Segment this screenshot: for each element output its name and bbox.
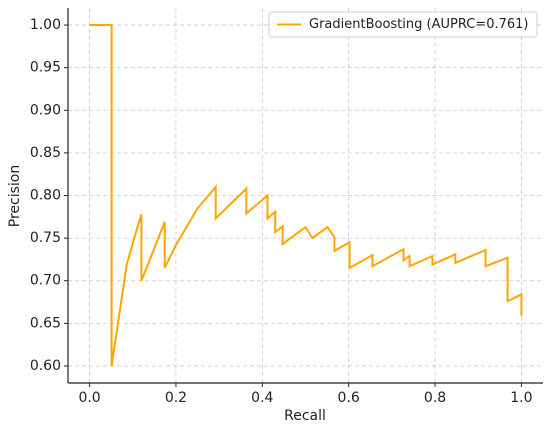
y-tick-label: 0.85 (30, 145, 61, 161)
x-tick-label: 0.6 (338, 390, 360, 406)
y-tick-label: 0.75 (30, 230, 61, 246)
x-tick-label: 0.4 (251, 390, 273, 406)
x-tick-label: 0.0 (78, 390, 100, 406)
y-tick-label: 0.65 (30, 315, 61, 331)
y-tick-label: 0.80 (30, 188, 61, 204)
y-tick-label: 0.70 (30, 273, 61, 289)
x-axis-label: Recall (284, 408, 326, 424)
legend-label: GradientBoosting (AUPRC=0.761) (309, 17, 528, 32)
y-tick-label: 1.00 (30, 17, 61, 33)
x-tick-label: 1.0 (510, 390, 532, 406)
y-tick-label: 0.90 (30, 102, 61, 118)
y-axis-label: Precision (7, 165, 23, 227)
y-tick-label: 0.60 (30, 358, 61, 374)
legend-box (268, 11, 538, 38)
series-line (89, 24, 523, 367)
x-tick-label: 0.2 (165, 390, 187, 406)
y-tick-label: 0.95 (30, 60, 61, 76)
x-tick-label: 0.8 (424, 390, 446, 406)
